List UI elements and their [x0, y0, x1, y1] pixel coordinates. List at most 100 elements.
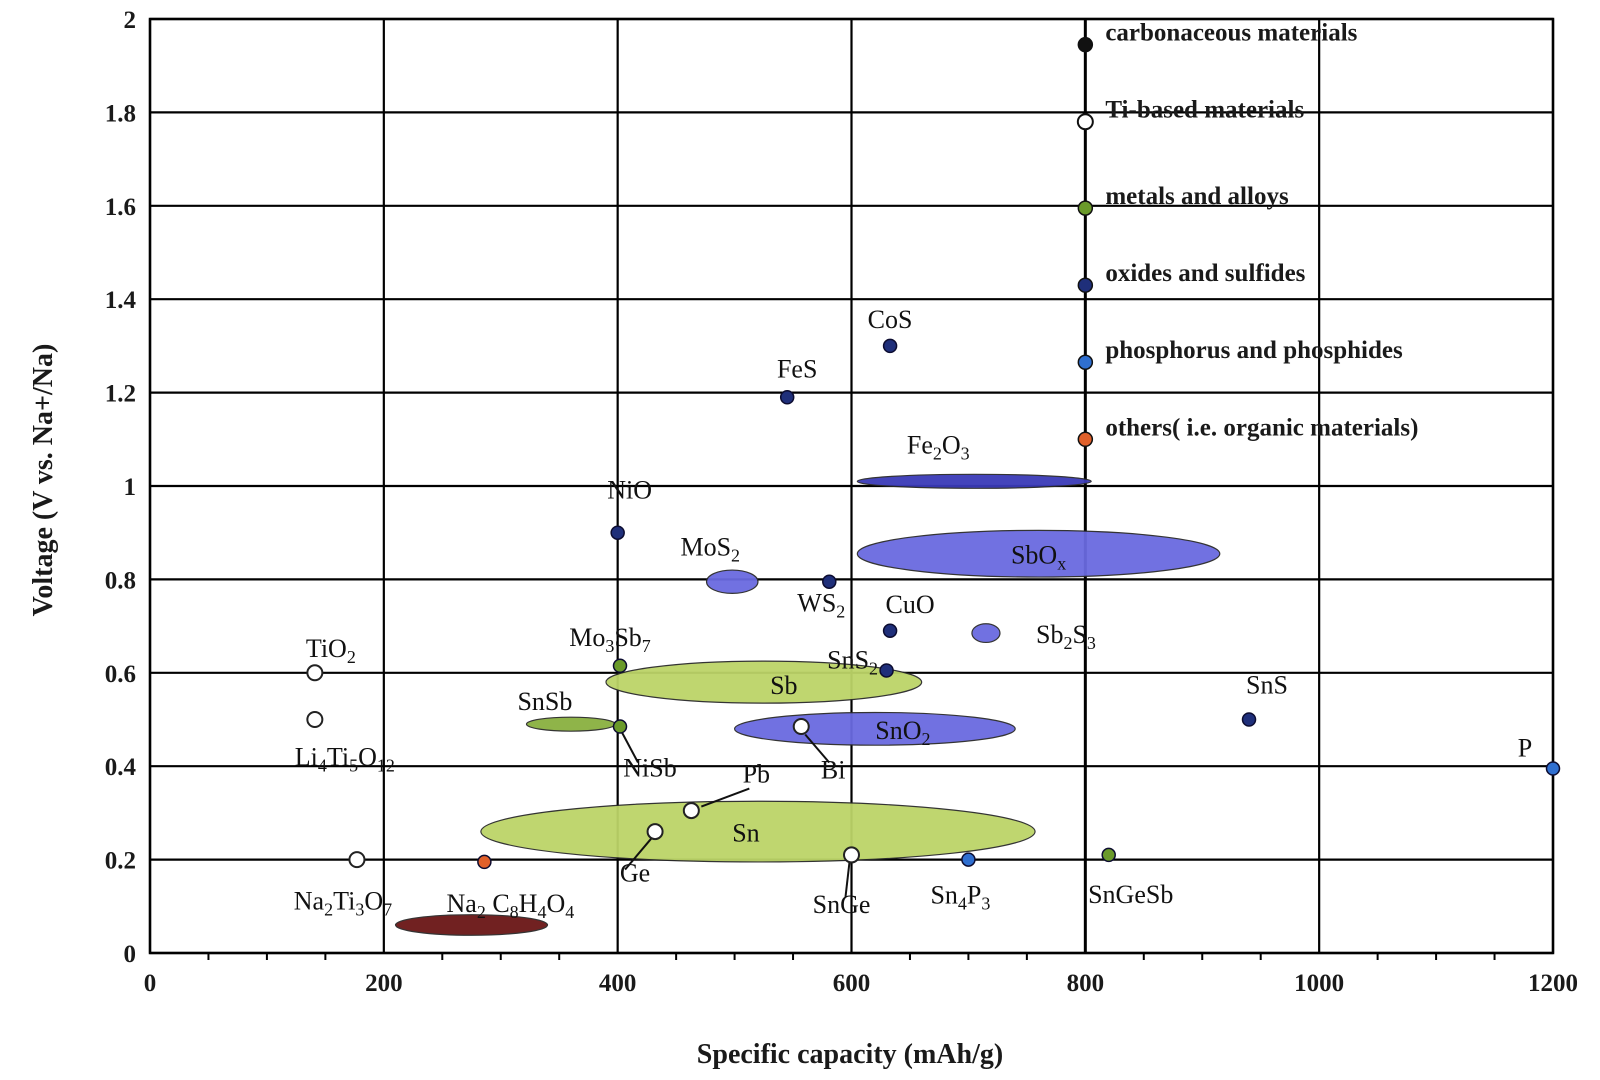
legend-marker-phosphorus-and-phosphides [1077, 354, 1094, 370]
legend-label-metals-and-alloys: metals and alloys [1105, 183, 1289, 210]
point-nisb [612, 719, 628, 734]
region-mos2 [705, 569, 759, 595]
point-tio2 [306, 664, 324, 682]
point-mo3sb7 [612, 658, 628, 674]
label-pb: Pb [743, 760, 770, 789]
label-li4ti5o12: Li4​Ti5​O12​ [295, 743, 395, 776]
label-nisb: NiSb [623, 754, 676, 783]
point-fes [779, 390, 795, 405]
connector-ge [624, 836, 653, 871]
y-tick-label: 1.8 [105, 100, 136, 127]
label-snge: SnGe [813, 890, 871, 919]
x-tick-label: 1000 [1294, 970, 1344, 997]
label-sno2: SnO2​ [875, 716, 930, 749]
point-p [1545, 761, 1561, 776]
label-sn: Sn [732, 819, 759, 848]
legend-label-carbonaceous-materials: carbonaceous materials [1105, 20, 1357, 47]
y-tick-label: 1 [124, 474, 137, 501]
region-sbox [856, 529, 1221, 578]
x-tick-label: 200 [365, 970, 403, 997]
label-sb2s3: Sb2​S3​ [1036, 620, 1096, 653]
x-tick-label: 600 [833, 970, 871, 997]
y-axis-title: Voltage (V vs. Na+/Na) [28, 344, 59, 617]
region-sb2s3 [971, 623, 1001, 644]
label-mos2: MoS2​ [680, 533, 740, 566]
points [306, 338, 1561, 870]
legend-label-ti-based-materials: Ti-based materials [1105, 97, 1304, 124]
label-na2c8h4o4: Na2​ C8​H4​O4​ [447, 889, 575, 922]
x-tick-label: 0 [144, 970, 157, 997]
region-fe2o3 [856, 473, 1092, 489]
connectors [621, 732, 851, 898]
point-ge [646, 823, 664, 841]
label-fe2o3: Fe2​O3​ [907, 430, 970, 463]
legend-label-phosphorus-and-phosphides: phosphorus and phosphides [1105, 337, 1403, 364]
point-cuo [882, 623, 898, 639]
legend-label-oxides-and-sulfides: oxides and sulfides [1105, 260, 1305, 287]
point-pb [682, 802, 700, 820]
label-sns2: SnS2​ [827, 645, 878, 678]
point-sns2 [879, 663, 894, 678]
y-tick-label: 0.6 [105, 661, 136, 688]
grid [148, 17, 1555, 960]
point-li4ti5o12 [306, 711, 324, 728]
labels: CoSFeSNiOWS2​CuOSnS2​SnSPSn4​P3​SnGeSbMo… [294, 305, 1532, 922]
point-bi [792, 718, 810, 736]
label-ge: Ge [620, 859, 650, 888]
region-sn [480, 800, 1036, 863]
connector-snge [844, 861, 851, 898]
point-na2c8h4o4 [477, 854, 492, 870]
legend: carbonaceous materials Ti-based materials… [1076, 20, 1418, 448]
connector-pb [700, 787, 750, 808]
label-sb: Sb [770, 671, 797, 700]
ticks: 0 200 400 600 800 1000 1200 0 0.2 0.4 0.6 0.8 1 1.2 1.… [105, 7, 1578, 997]
connector-nisb [621, 732, 639, 763]
y-tick-label: 1.4 [105, 287, 137, 314]
regions [394, 473, 1221, 936]
y-tick-label: 0.8 [105, 567, 136, 594]
y-tick-label: 0.2 [105, 848, 136, 875]
point-sn4p3 [961, 852, 976, 867]
label-nio: NiO [607, 476, 652, 505]
label-sns: SnS [1246, 671, 1288, 700]
point-na2ti3o7 [348, 851, 366, 869]
x-tick-label: 400 [599, 970, 637, 997]
label-sn4p3: Sn4​P3​ [930, 881, 990, 914]
y-tick-label: 2 [124, 7, 137, 34]
label-fes: FeS [777, 354, 817, 383]
y-tick-label: 1.2 [105, 381, 136, 408]
x-tick-label: 1200 [1528, 970, 1578, 997]
y-tick-label: 1.6 [105, 194, 136, 221]
label-tio2: TiO2​ [306, 634, 356, 667]
region-snsb [525, 716, 616, 732]
point-cos [882, 338, 898, 354]
legend-marker-carbonaceous-materials [1077, 36, 1094, 53]
legend-label-others-i-e-organic-materials: others( i.e. organic materials) [1105, 414, 1418, 441]
region-sb [605, 660, 923, 704]
label-sngesb: SnGeSb [1088, 880, 1173, 909]
point-nio [610, 525, 625, 540]
label-p: P [1518, 734, 1532, 763]
legend-marker-others-i-e-organic-materials [1077, 431, 1094, 448]
point-snge [843, 846, 860, 864]
label-ws2: WS2​ [797, 589, 845, 622]
y-tick-label: 0.4 [105, 754, 137, 781]
region-others-organic [394, 914, 549, 936]
point-ws2 [822, 574, 837, 589]
label-mo3sb7: Mo3​Sb7​ [569, 623, 651, 656]
legend-marker-ti-based-materials [1076, 113, 1094, 131]
legend-marker-metals-and-alloys [1077, 200, 1094, 216]
x-tick-label: 800 [1067, 970, 1105, 997]
label-bi: Bi [821, 756, 846, 785]
y-tick-label: 0 [124, 941, 137, 968]
label-snsb: SnSb [517, 687, 572, 716]
label-cuo: CuO [886, 590, 935, 619]
label-na2ti3o7: Na2​Ti3​O7​ [294, 887, 392, 920]
point-sns [1241, 712, 1257, 727]
legend-marker-oxides-and-sulfides [1077, 277, 1094, 293]
label-cos: CoS [868, 305, 913, 334]
x-axis-title: Specific capacity (mAh/g) [697, 1039, 1003, 1070]
label-sbox: SbOx​ [1011, 541, 1066, 574]
